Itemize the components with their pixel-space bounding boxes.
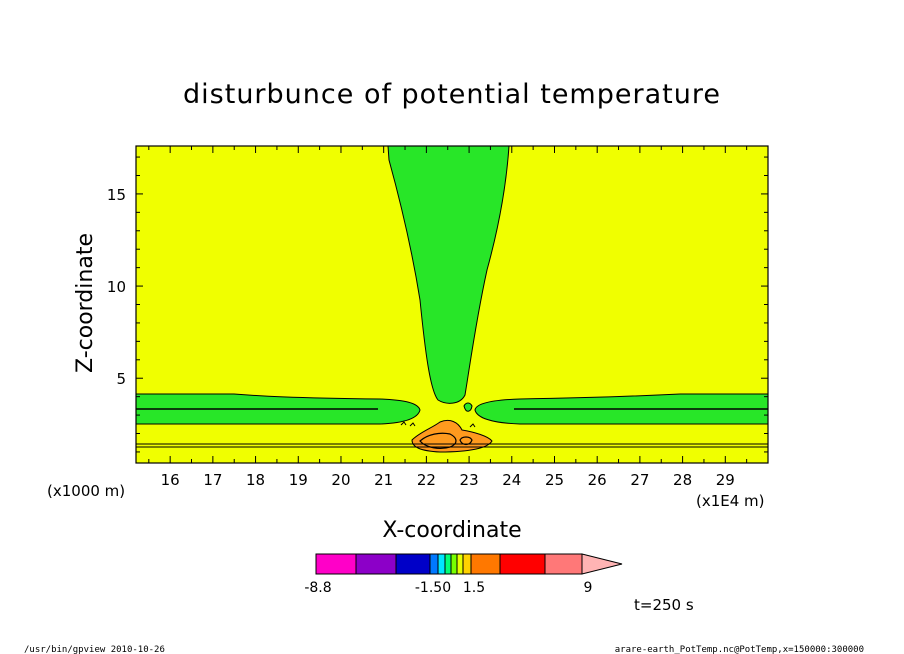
y-tick-label: 10	[107, 278, 126, 296]
plot-area	[135, 145, 769, 464]
colorbar-label-max: 9	[584, 580, 593, 596]
colorbar-swatch	[544, 553, 583, 575]
x-tick-label: 18	[246, 471, 265, 489]
x-tick-label: 23	[460, 471, 479, 489]
colorbar-label-neg: -1.50	[415, 580, 451, 596]
colorbar-swatch	[429, 553, 439, 575]
colorbar-swatch	[355, 553, 397, 575]
x-unit-left: (x1000 m)	[47, 482, 125, 500]
colorbar-swatch	[470, 553, 501, 575]
colorbar-swatch	[395, 553, 431, 575]
colorbar-swatch	[450, 553, 458, 575]
colorbar	[315, 553, 623, 575]
x-tick-label: 29	[716, 471, 735, 489]
x-tick-label: 27	[630, 471, 649, 489]
x-tick-label: 22	[417, 471, 436, 489]
x-tick-label: 28	[673, 471, 692, 489]
x-tick-label: 21	[374, 471, 393, 489]
x-axis-ticks: 16 17 18 19 20 21 22 23 24 25 26 27 28 29	[148, 146, 769, 489]
x-tick-label: 16	[161, 471, 180, 489]
colorbar-swatch	[444, 553, 452, 575]
colorbar-swatch	[315, 553, 357, 575]
colorbar-swatch	[456, 553, 464, 575]
x-tick-label: 26	[588, 471, 607, 489]
colorbar-label-pos: 1.5	[463, 580, 485, 596]
y-axis-ticks: 5 10 15	[107, 156, 768, 453]
time-label: t=250 s	[634, 596, 694, 614]
y-axis-label: Z-coordinate	[73, 233, 98, 373]
colorbar-swatch	[499, 553, 546, 575]
orange-core-inner	[419, 432, 457, 449]
colorbar-swatch	[437, 553, 446, 575]
footer-left: /usr/bin/gpview 2010-10-26	[24, 645, 165, 654]
colorbar-label-min: -8.8	[304, 580, 331, 596]
contour-mark-2	[409, 422, 416, 427]
footer-right: arare-earth_PotTemp.nc@PotTemp,x=150000:…	[615, 645, 864, 654]
x-tick-label: 24	[502, 471, 521, 489]
green-plume	[387, 145, 510, 404]
x-tick-label: 17	[203, 471, 222, 489]
colorbar-labels: -8.8 -1.50 1.5 9	[304, 580, 592, 596]
green-blob	[463, 402, 473, 412]
x-axis-label: X-coordinate	[382, 518, 521, 543]
contour-mark-1	[400, 421, 407, 426]
orange-core-small	[459, 436, 473, 446]
x-unit-right: (x1E4 m)	[696, 492, 765, 510]
y-tick-label: 5	[116, 370, 126, 388]
x-tick-label: 19	[289, 471, 308, 489]
y-tick-label: 15	[107, 186, 126, 204]
chart-title: disturbunce of potential temperature	[183, 79, 721, 110]
colorbar-swatch	[462, 553, 472, 575]
x-tick-label: 25	[545, 471, 564, 489]
x-tick-label: 20	[331, 471, 350, 489]
contour-mark-3	[469, 423, 476, 428]
colorbar-arrow	[581, 553, 623, 575]
